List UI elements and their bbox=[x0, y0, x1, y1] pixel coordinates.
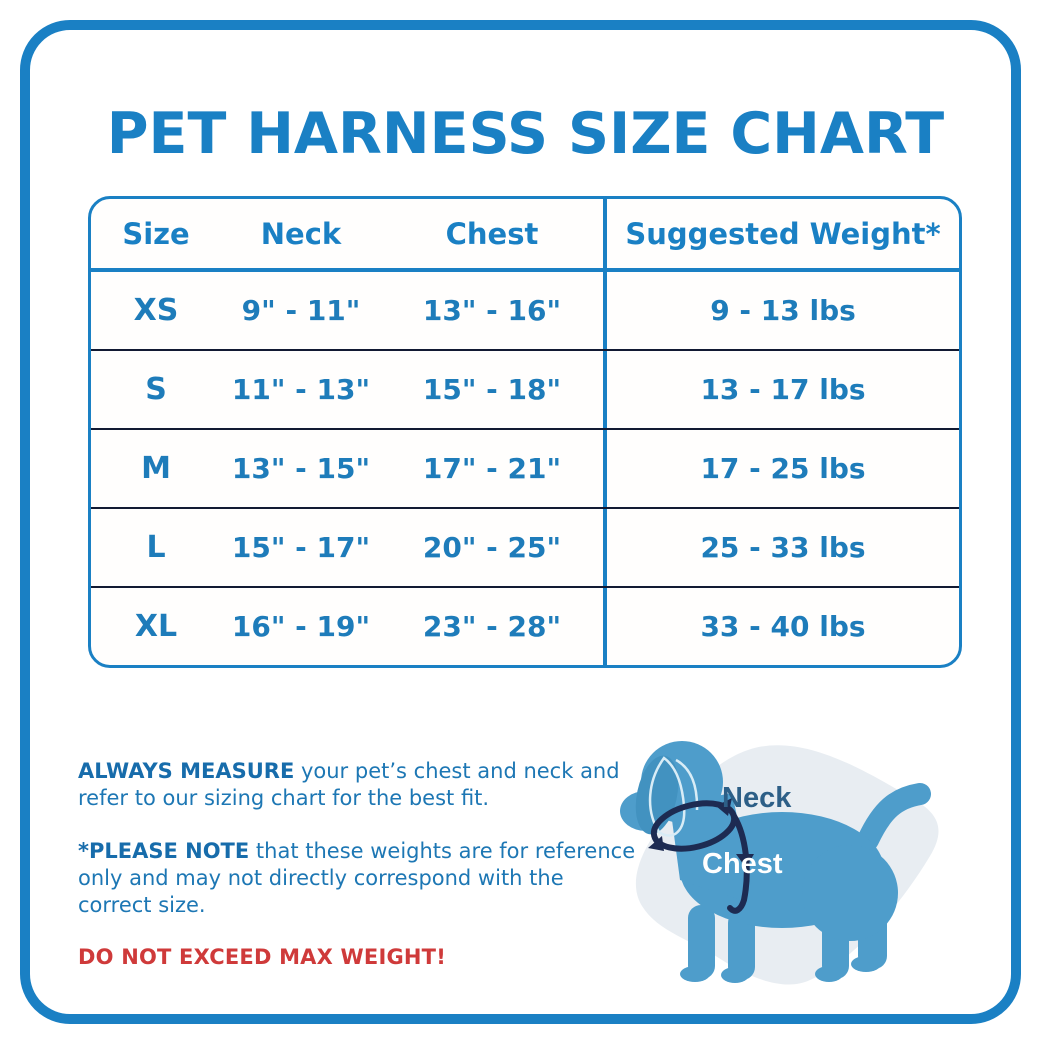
neck-measure-ring bbox=[650, 800, 738, 852]
row-size: XL bbox=[134, 609, 178, 644]
dog-paw bbox=[851, 956, 881, 972]
neck-label: Neck bbox=[722, 782, 792, 814]
page-title: PET HARNESS SIZE CHART bbox=[106, 101, 945, 167]
table-row: XS 9" - 11" 13" - 16" 9 - 13 lbs bbox=[91, 272, 959, 349]
table-row: M 13" - 15" 17" - 21" 17 - 25 lbs bbox=[91, 428, 959, 507]
chest-label: Chest bbox=[702, 848, 783, 880]
dog-paw bbox=[721, 967, 749, 983]
note-please-note-lead: *PLEASE NOTE bbox=[78, 838, 250, 863]
table-header-row: Size Neck Chest Suggested Weight* bbox=[91, 199, 959, 272]
table-row: L 15" - 17" 20" - 25" 25 - 33 lbs bbox=[91, 507, 959, 586]
note-please-note: *PLEASE NOTE that these weights are for … bbox=[78, 838, 638, 919]
row-chest: 15" - 18" bbox=[422, 373, 562, 406]
header-suggested-weight: Suggested Weight* bbox=[603, 199, 959, 268]
notes-block: ALWAYS MEASURE your pet’s chest and neck… bbox=[78, 758, 638, 997]
row-neck: 13" - 15" bbox=[231, 452, 371, 485]
chest-measure-line bbox=[727, 813, 750, 914]
row-chest: 23" - 28" bbox=[422, 610, 562, 643]
row-weight: 33 - 40 lbs bbox=[603, 588, 959, 665]
dog-paw bbox=[680, 966, 710, 982]
note-always-measure-text: your pet’s chest and neck and refer to o… bbox=[78, 759, 620, 810]
dog-tail bbox=[857, 783, 931, 851]
table-row: S 11" - 13" 15" - 18" 13 - 17 lbs bbox=[91, 349, 959, 428]
row-size: M bbox=[141, 451, 171, 486]
row-weight: 9 - 13 lbs bbox=[603, 272, 959, 349]
row-chest: 20" - 25" bbox=[422, 531, 562, 564]
table-row: XL 16" - 19" 23" - 28" 33 - 40 lbs bbox=[91, 586, 959, 665]
ear-outline bbox=[648, 756, 686, 837]
row-size: L bbox=[146, 530, 166, 565]
max-weight-warning: DO NOT EXCEED MAX WEIGHT! bbox=[78, 945, 446, 970]
neck-ring-arrowhead bbox=[716, 798, 732, 816]
row-chest: 13" - 16" bbox=[422, 294, 562, 327]
header-size: Size bbox=[122, 216, 190, 251]
chest-arrowhead bbox=[736, 854, 754, 868]
neck-ring-end-arrowhead bbox=[648, 836, 664, 851]
size-chart-table: Size Neck Chest Suggested Weight* XS 9" … bbox=[88, 196, 962, 668]
dog-measurement-illustration: Neck Chest bbox=[600, 710, 1000, 1040]
note-always-measure: ALWAYS MEASURE your pet’s chest and neck… bbox=[78, 758, 638, 812]
row-weight: 13 - 17 lbs bbox=[603, 351, 959, 428]
header-neck: Neck bbox=[260, 216, 342, 251]
row-neck: 9" - 11" bbox=[241, 294, 361, 327]
row-weight: 17 - 25 lbs bbox=[603, 430, 959, 507]
row-neck: 11" - 13" bbox=[231, 373, 371, 406]
dog-front-leg-far bbox=[728, 910, 755, 980]
outer-rounded-border bbox=[20, 20, 1021, 1024]
row-size: XS bbox=[133, 293, 179, 328]
row-neck: 16" - 19" bbox=[231, 610, 371, 643]
dog-haunch bbox=[802, 845, 898, 941]
note-always-measure-lead: ALWAYS MEASURE bbox=[78, 759, 295, 783]
row-weight: 25 - 33 lbs bbox=[603, 509, 959, 586]
row-chest: 17" - 21" bbox=[422, 452, 562, 485]
row-size: S bbox=[145, 372, 167, 407]
note-please-note-text: that these weights are for reference onl… bbox=[78, 838, 636, 917]
dog-front-leg bbox=[688, 905, 715, 979]
row-neck: 15" - 17" bbox=[231, 531, 371, 564]
header-chest: Chest bbox=[445, 216, 539, 251]
dog-paw bbox=[815, 966, 843, 982]
